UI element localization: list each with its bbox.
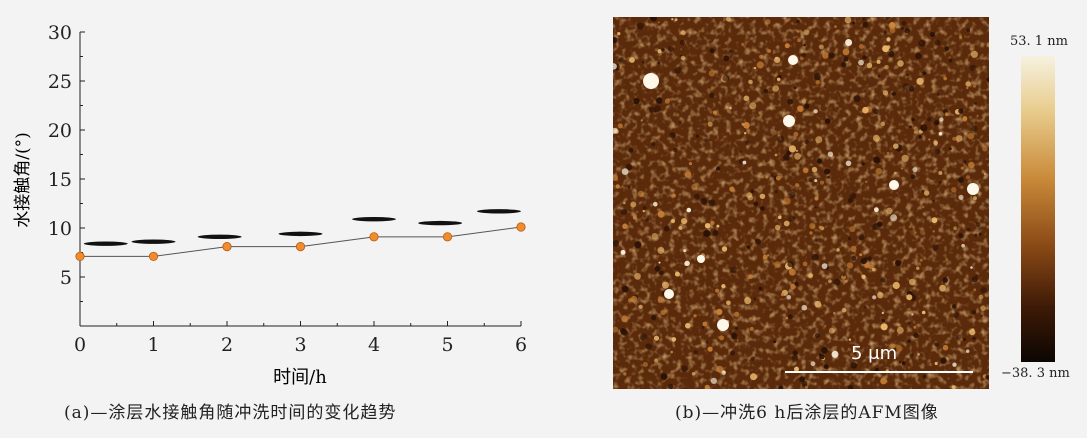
colorbar-min-label: −38. 3 nm xyxy=(1001,366,1070,381)
y-tick-label: 30 xyxy=(48,22,72,44)
x-tick-label: 5 xyxy=(441,334,453,356)
droplet-marker xyxy=(476,209,521,214)
x-tick-label: 1 xyxy=(147,334,159,356)
droplet-marker xyxy=(83,241,128,246)
contact-angle-chart-panel: 5 10 15 20 25 30 0 1 2 3 4 5 6 时间/h 水接触角/(°) (a)—涂层水… xyxy=(13,22,527,423)
height-colorbar xyxy=(1021,56,1055,362)
x-tick-label: 0 xyxy=(74,334,86,356)
contact-angle-chart: 5 10 15 20 25 30 0 1 2 3 4 5 6 时间/h 水接触角/(°) xyxy=(13,22,527,388)
y-tick-label: 10 xyxy=(48,218,72,240)
droplet-markers xyxy=(83,209,521,246)
data-point xyxy=(516,222,526,232)
data-point xyxy=(148,251,159,262)
y-axis-label: 水接触角/(°) xyxy=(13,132,33,228)
droplet-marker xyxy=(278,231,323,237)
data-point xyxy=(369,232,379,242)
afm-texture xyxy=(613,17,989,389)
data-point xyxy=(75,251,85,262)
y-tick-label: 5 xyxy=(60,267,72,289)
scale-bar xyxy=(785,371,973,373)
chart-tick-labels: 5 10 15 20 25 30 0 1 2 3 4 5 6 xyxy=(48,22,527,356)
caption-b: (b)—冲洗6 h后涂层的AFM图像 xyxy=(675,403,939,423)
y-tick-label: 20 xyxy=(48,120,72,142)
data-point xyxy=(442,232,453,242)
droplet-marker xyxy=(418,220,463,226)
x-tick-label: 4 xyxy=(368,334,380,356)
x-axis-label: 时间/h xyxy=(273,367,327,388)
y-tick-label: 15 xyxy=(48,169,72,191)
scale-label: 5 μm xyxy=(851,343,898,364)
data-point xyxy=(295,242,306,252)
caption-a: (a)—涂层水接触角随冲洗时间的变化趋势 xyxy=(64,403,397,423)
x-tick-label: 3 xyxy=(294,334,306,356)
x-tick-label: 2 xyxy=(221,334,233,356)
chart-axes xyxy=(79,31,522,327)
afm-panel: 5 μm 53. 1 nm −38. 3 nm (b)—冲洗6 h后涂层的AFM… xyxy=(560,0,1087,434)
droplet-marker xyxy=(197,234,242,240)
data-point xyxy=(222,242,232,252)
afm-height-image: 5 μm xyxy=(613,17,989,389)
droplet-marker xyxy=(131,239,176,244)
y-tick-label: 25 xyxy=(48,71,72,93)
colorbar-max-label: 53. 1 nm xyxy=(1010,34,1068,49)
x-tick-label: 6 xyxy=(515,334,527,356)
chart-series xyxy=(75,222,526,262)
droplet-marker xyxy=(352,216,396,222)
